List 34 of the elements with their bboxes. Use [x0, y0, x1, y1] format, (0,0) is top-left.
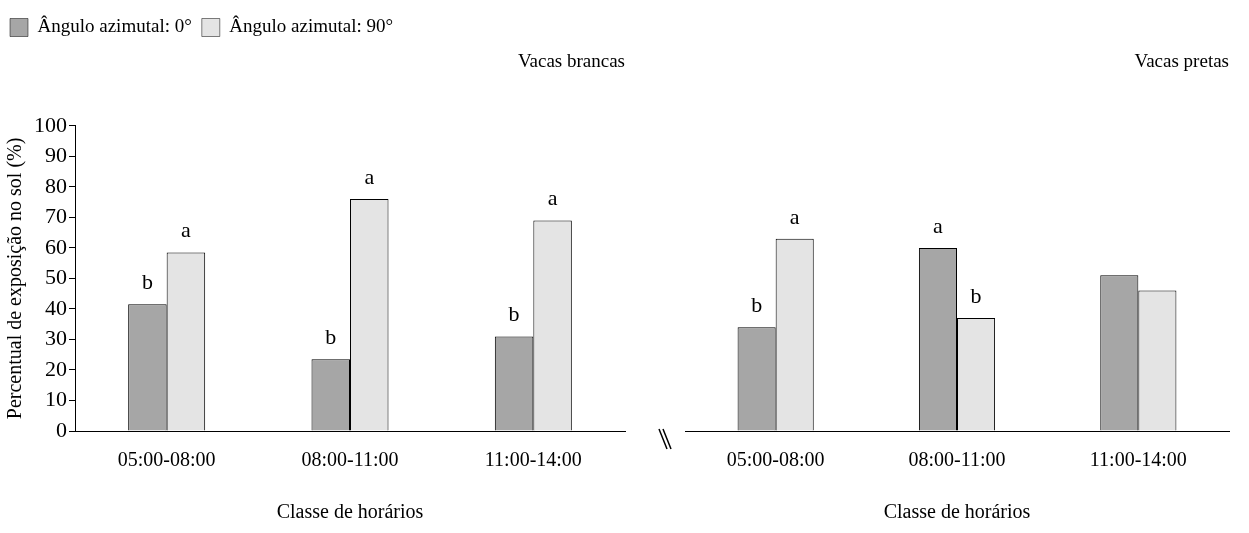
data-label: a: [933, 212, 944, 238]
data-label: b: [325, 324, 337, 350]
data-label: a: [547, 185, 558, 211]
x-tick-label: 08:00-11:00: [908, 448, 1006, 471]
y-tick-label: 90: [45, 142, 67, 168]
data-label: a: [364, 163, 375, 189]
y-tick-label: 40: [45, 294, 67, 320]
y-tick-label: 50: [45, 264, 67, 290]
data-label: b: [970, 282, 982, 308]
data-label: a: [181, 217, 192, 243]
y-tick-label: 10: [45, 386, 67, 412]
y-tick-label: 20: [45, 355, 67, 381]
data-label: b: [751, 292, 763, 318]
x-tick-label: 11:00-14:00: [484, 448, 582, 471]
data-label: b: [508, 301, 520, 327]
y-tick-label: 60: [45, 233, 67, 259]
y-tick-label: 0: [56, 416, 67, 442]
legend-label: Ângulo azimutal: 0°: [37, 15, 192, 37]
chart-title: Vacas pretas: [1134, 50, 1229, 72]
x-tick-label: 11:00-14:00: [1089, 448, 1187, 471]
x-axis-title: Classe de horários: [276, 500, 424, 523]
data-label: b: [141, 269, 153, 295]
y-tick-label: 80: [45, 172, 67, 198]
y-tick-label: 30: [45, 325, 67, 351]
data-label: a: [789, 203, 800, 229]
x-axis-title: Classe de horários: [883, 500, 1031, 523]
y-axis-title: Percentual de exposição no sol (%): [3, 137, 27, 420]
y-tick-label: 70: [45, 203, 67, 229]
chart-title: Vacas brancas: [517, 50, 625, 72]
x-tick-label: 05:00-08:00: [117, 448, 216, 471]
y-tick-label: 100: [34, 111, 67, 137]
x-tick-label: 05:00-08:00: [726, 448, 825, 471]
legend-label: Ângulo azimutal: 90°: [229, 15, 394, 37]
x-tick-label: 08:00-11:00: [301, 448, 399, 471]
